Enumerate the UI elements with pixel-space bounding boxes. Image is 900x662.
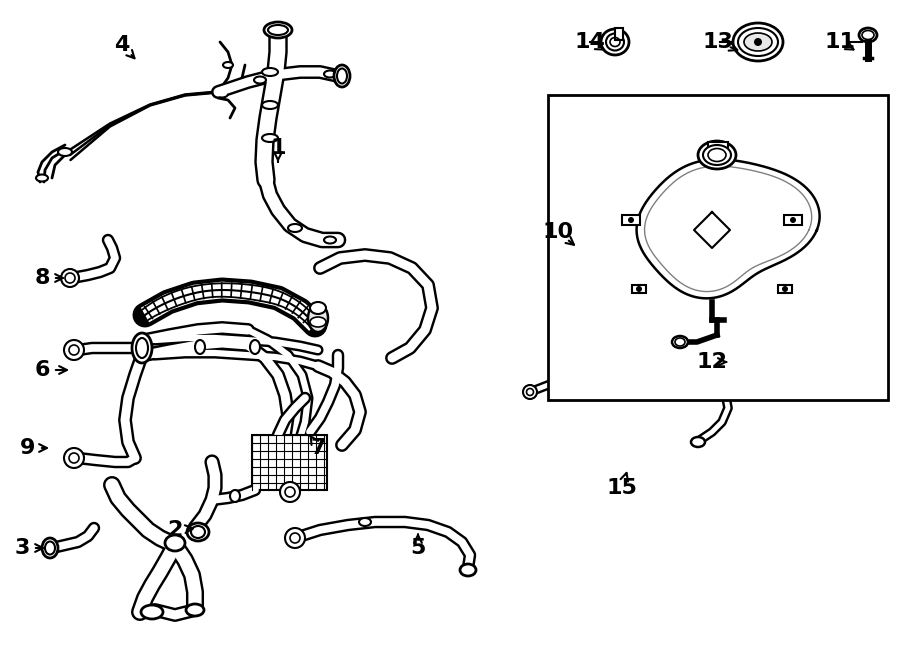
Ellipse shape xyxy=(691,437,705,447)
Circle shape xyxy=(790,217,796,223)
Circle shape xyxy=(280,482,300,502)
Bar xyxy=(632,285,646,293)
Ellipse shape xyxy=(230,490,240,502)
Ellipse shape xyxy=(859,28,877,42)
Text: 14: 14 xyxy=(574,32,606,52)
Text: 5: 5 xyxy=(410,538,426,558)
Ellipse shape xyxy=(254,77,266,83)
Ellipse shape xyxy=(216,91,228,97)
Circle shape xyxy=(636,286,642,292)
Ellipse shape xyxy=(308,304,328,332)
Circle shape xyxy=(69,453,79,463)
Text: 13: 13 xyxy=(703,32,733,52)
Ellipse shape xyxy=(264,22,292,38)
Ellipse shape xyxy=(165,535,185,551)
Ellipse shape xyxy=(601,29,629,55)
Bar xyxy=(784,215,802,225)
Circle shape xyxy=(754,38,762,46)
Ellipse shape xyxy=(132,333,152,363)
Ellipse shape xyxy=(141,605,163,619)
Circle shape xyxy=(523,385,537,399)
Ellipse shape xyxy=(223,62,233,68)
Ellipse shape xyxy=(310,302,326,314)
Circle shape xyxy=(64,340,84,360)
Text: 8: 8 xyxy=(34,268,50,288)
Ellipse shape xyxy=(310,317,326,327)
Ellipse shape xyxy=(262,68,278,76)
Bar xyxy=(615,28,623,40)
Polygon shape xyxy=(636,160,820,299)
Ellipse shape xyxy=(288,224,302,232)
Ellipse shape xyxy=(359,518,371,526)
Text: 15: 15 xyxy=(607,478,637,498)
Circle shape xyxy=(64,448,84,468)
Ellipse shape xyxy=(195,340,205,354)
Ellipse shape xyxy=(262,101,278,109)
Ellipse shape xyxy=(703,145,731,165)
Text: 6: 6 xyxy=(34,360,50,380)
Ellipse shape xyxy=(606,34,624,50)
Text: 7: 7 xyxy=(310,438,326,458)
Ellipse shape xyxy=(738,28,778,56)
Circle shape xyxy=(65,273,75,283)
Ellipse shape xyxy=(36,175,48,181)
Ellipse shape xyxy=(262,134,278,142)
Circle shape xyxy=(69,345,79,355)
Text: 9: 9 xyxy=(21,438,36,458)
Ellipse shape xyxy=(186,604,204,616)
Text: 12: 12 xyxy=(697,352,727,372)
Ellipse shape xyxy=(250,340,260,354)
Circle shape xyxy=(285,487,295,497)
Ellipse shape xyxy=(58,148,72,156)
Ellipse shape xyxy=(460,564,476,576)
Text: 1: 1 xyxy=(270,138,286,158)
Bar xyxy=(622,215,640,225)
Text: 2: 2 xyxy=(167,520,183,540)
Bar xyxy=(252,435,327,490)
Circle shape xyxy=(628,217,634,223)
Ellipse shape xyxy=(324,70,336,77)
Ellipse shape xyxy=(672,336,688,348)
Bar xyxy=(778,285,792,293)
Text: 4: 4 xyxy=(114,35,130,55)
Polygon shape xyxy=(644,166,812,291)
Text: 3: 3 xyxy=(14,538,30,558)
Circle shape xyxy=(290,533,300,543)
Text: 10: 10 xyxy=(543,222,573,242)
Ellipse shape xyxy=(187,523,209,541)
Ellipse shape xyxy=(324,236,336,244)
Ellipse shape xyxy=(334,65,350,87)
Ellipse shape xyxy=(698,141,736,169)
Bar xyxy=(708,142,728,160)
Circle shape xyxy=(526,389,534,395)
Circle shape xyxy=(285,528,305,548)
Bar xyxy=(548,95,888,400)
Circle shape xyxy=(782,286,788,292)
Ellipse shape xyxy=(744,33,772,51)
Ellipse shape xyxy=(733,23,783,61)
Ellipse shape xyxy=(42,538,58,558)
Circle shape xyxy=(61,269,79,287)
Text: 11: 11 xyxy=(824,32,856,52)
